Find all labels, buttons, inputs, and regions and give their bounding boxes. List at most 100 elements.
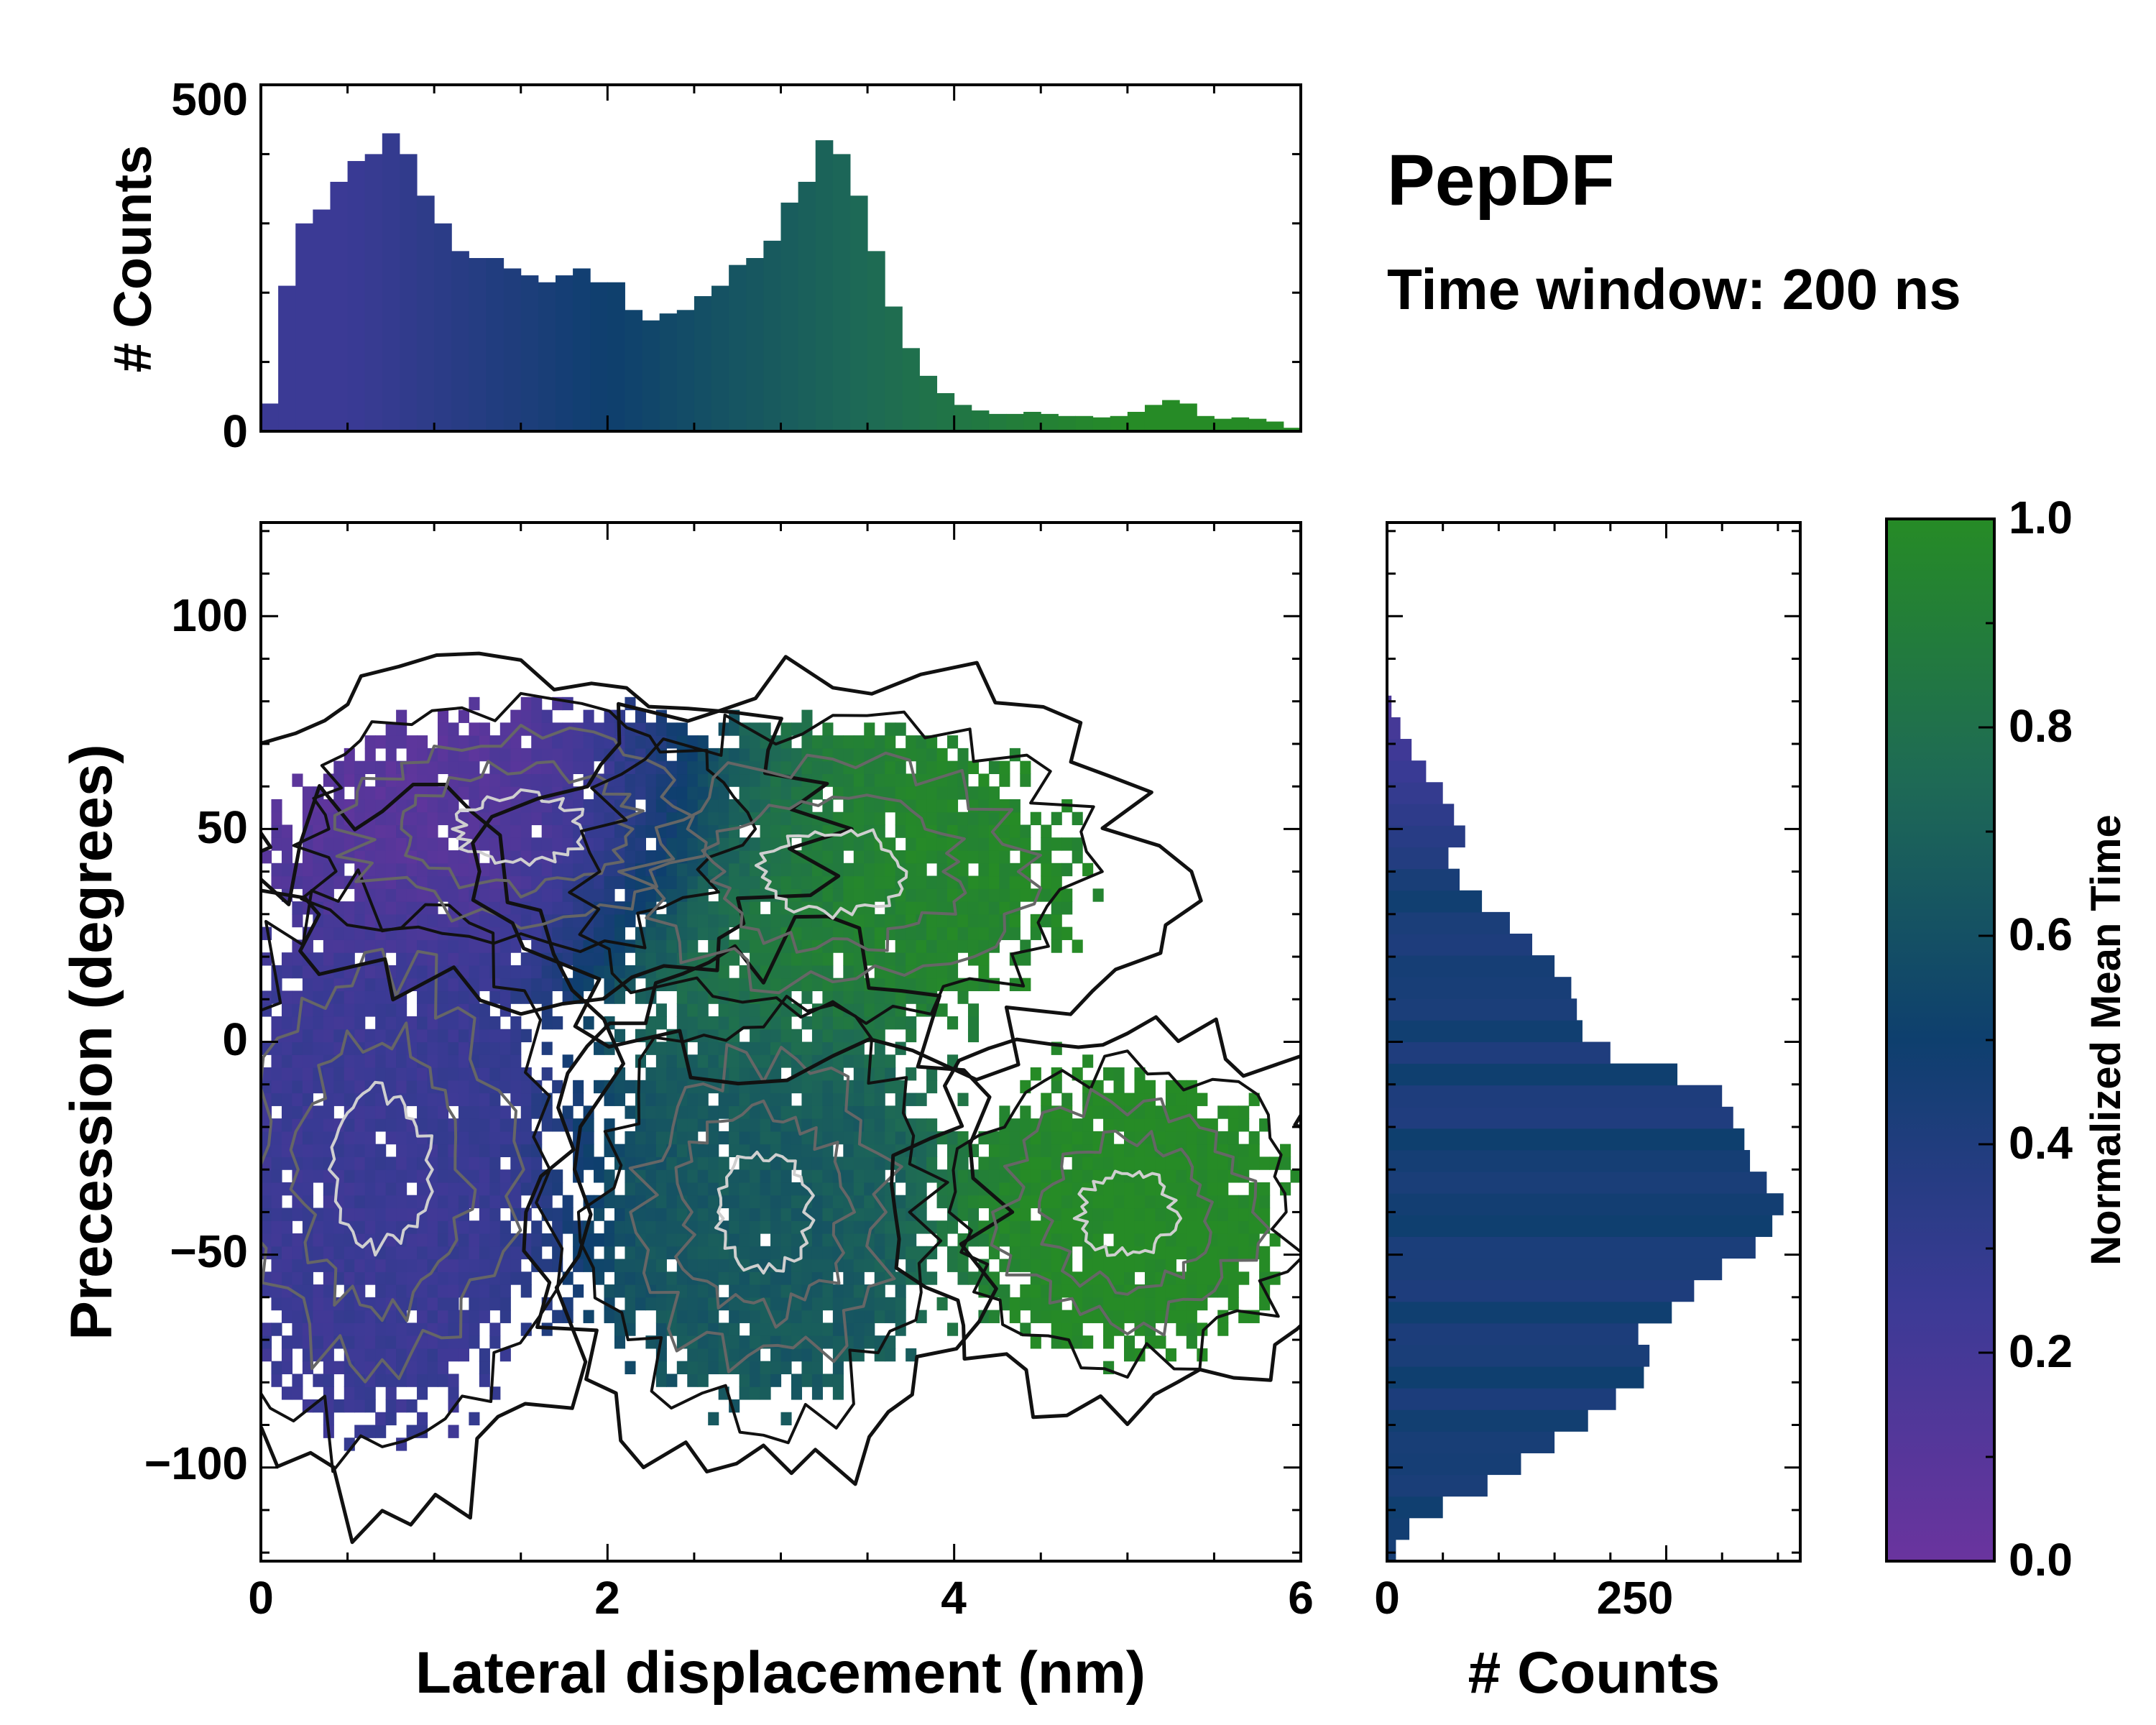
right-histogram-bar <box>1387 1258 1723 1281</box>
density-cell <box>625 837 636 851</box>
density-cell <box>448 1374 459 1387</box>
density-cell <box>364 1386 376 1400</box>
density-cell <box>999 901 1010 915</box>
density-cell <box>750 1284 761 1298</box>
density-cell <box>822 1259 834 1272</box>
density-cell <box>739 1182 750 1196</box>
density-cell <box>479 1118 490 1132</box>
density-cell <box>1207 1271 1218 1285</box>
ytick-50: 50 <box>197 801 248 853</box>
density-cell <box>936 748 948 762</box>
density-cell <box>666 837 678 851</box>
density-cell <box>281 837 293 851</box>
density-cell <box>313 875 324 889</box>
density-cell <box>739 786 750 800</box>
density-cell <box>999 888 1010 902</box>
density-cell <box>281 1016 293 1030</box>
density-cell <box>874 1259 885 1272</box>
density-cell <box>1092 1195 1104 1209</box>
density-cell <box>1061 1131 1073 1145</box>
density-cell <box>1186 1144 1197 1157</box>
density-cell <box>541 760 553 775</box>
density-cell <box>583 1016 594 1030</box>
density-cell <box>469 1284 480 1298</box>
density-cell <box>801 990 813 1004</box>
density-cell <box>832 1105 844 1119</box>
density-cell <box>499 722 511 736</box>
right-histogram-bar <box>1387 1539 1396 1562</box>
density-cell <box>885 735 896 749</box>
density-cell <box>822 850 834 864</box>
density-cell <box>780 1271 792 1285</box>
density-cell <box>427 799 438 813</box>
density-cell <box>801 1322 813 1336</box>
colorbar-tick-0.2: 0.2 <box>2009 1325 2073 1377</box>
density-cell <box>864 1195 875 1209</box>
top-histogram-bar <box>971 410 990 431</box>
density-cell <box>957 824 969 838</box>
density-cell <box>832 939 844 953</box>
density-cell <box>885 1131 896 1145</box>
density-cell <box>1155 1156 1166 1170</box>
density-cell <box>437 1348 449 1362</box>
top-histogram-ticks <box>259 83 1302 433</box>
density-cell <box>406 1399 418 1413</box>
density-cell <box>427 1348 438 1362</box>
density-cell <box>344 837 355 851</box>
density-cell <box>676 1297 688 1311</box>
density-cell <box>417 862 428 877</box>
density-cell <box>729 1220 740 1234</box>
density-cell <box>479 1067 490 1081</box>
density-cell <box>437 850 449 864</box>
density-cell <box>999 875 1010 889</box>
density-cell <box>261 1322 272 1336</box>
density-cell <box>1051 1310 1062 1323</box>
density-cell <box>313 1144 324 1157</box>
density-cell <box>385 1399 397 1413</box>
density-cell <box>375 837 387 851</box>
density-cell <box>354 1322 366 1336</box>
density-cell <box>333 926 345 940</box>
density-cell <box>406 1156 418 1170</box>
density-cell <box>1082 1259 1094 1272</box>
density-cell <box>1061 1310 1073 1323</box>
density-cell <box>364 1208 376 1221</box>
density-contour <box>289 1021 477 1322</box>
density-cell <box>1124 1335 1135 1349</box>
density-cell <box>541 1233 553 1247</box>
density-cell <box>520 786 532 800</box>
density-cell <box>302 1054 313 1068</box>
density-cell <box>583 735 594 749</box>
density-cell <box>655 1322 667 1336</box>
density-cell <box>333 1297 345 1311</box>
density-cell <box>614 1029 626 1043</box>
density-cell <box>760 1374 771 1387</box>
density-cell <box>853 837 865 851</box>
density-cell <box>843 735 854 749</box>
density-cell <box>302 1092 313 1106</box>
density-cell <box>1238 1156 1250 1170</box>
density-cell <box>936 978 948 992</box>
density-cell <box>916 1144 927 1157</box>
density-cell <box>1061 862 1073 877</box>
density-cell <box>1041 1310 1052 1323</box>
density-cell <box>1030 1246 1041 1260</box>
density-cell <box>811 1208 823 1221</box>
density-cell <box>791 1374 803 1387</box>
density-cell <box>375 1271 387 1285</box>
colorbar-tick-0.0: 0.0 <box>2009 1534 2073 1586</box>
density-cell <box>780 1208 792 1221</box>
density-cell <box>1051 914 1062 928</box>
density-cell <box>354 1029 366 1043</box>
density-cell <box>832 1195 844 1209</box>
density-cell <box>843 990 854 1004</box>
density-cell <box>344 1259 355 1272</box>
density-cell <box>676 773 688 787</box>
density-cell <box>510 1246 522 1260</box>
density-cell <box>760 837 771 851</box>
density-cell <box>1259 1118 1271 1132</box>
density-cell <box>864 862 875 877</box>
density-cell <box>281 1054 293 1068</box>
density-cell <box>906 1233 917 1247</box>
density-cell <box>323 926 334 940</box>
